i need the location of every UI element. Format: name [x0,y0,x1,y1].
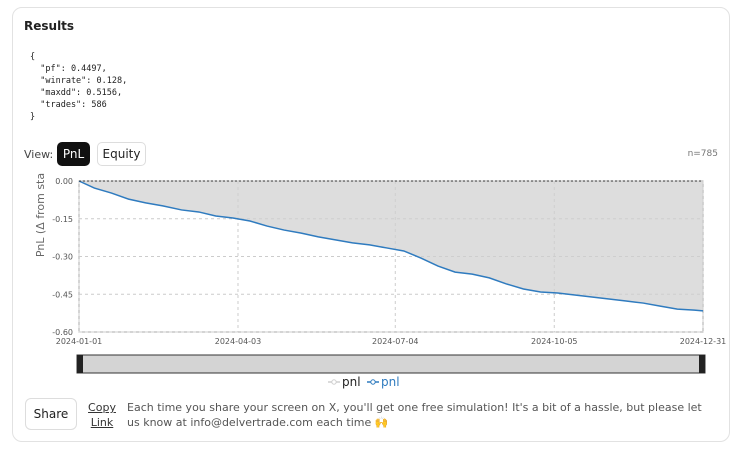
y-tick-label: -0.15 [52,215,73,224]
slider-handle[interactable] [699,355,705,373]
legend-icon [370,379,376,385]
result-json: { "pf": 0.4497, "winrate": 0.128, "maxdd… [30,51,127,123]
slider-handle[interactable] [77,355,83,373]
x-tick-label: 2024-07-04 [372,337,419,346]
results-title: Results [24,19,75,33]
y-tick-label: -0.45 [52,290,73,299]
legend-label: pnl [342,375,361,389]
copy-link[interactable]: Copy Link [88,401,116,429]
code-line: "maxdd": 0.5156, [30,88,123,98]
x-tick-label: 2024-01-01 [56,337,103,346]
view-label: View: [24,148,54,161]
code-line: "winrate": 0.128, [30,76,128,86]
y-tick-label: -0.30 [52,253,73,262]
line [78,180,704,312]
x-tick-label: 2024-10-05 [531,337,578,346]
y-axis-label: PnL (Δ from sta [34,173,47,257]
y-tick-label: 0.00 [55,177,73,186]
x-tick-label: 2024-04-03 [215,337,262,346]
y-tick-label: -0.60 [52,328,73,337]
view-button[interactable]: PnL [57,142,90,166]
chart: PnL (Δ from sta 0.00 -0.15 -0.30 -0.45 -0.60… [34,173,727,389]
view-button[interactable]: Equity [97,142,146,166]
area [79,181,703,311]
results-card [12,7,730,442]
share-message: Each time you share your screen on X, yo… [127,401,702,429]
share-button[interactable]: Share [25,398,77,430]
legend-icon [331,379,337,385]
code-line: "trades": 586 [30,100,107,110]
code-line: "pf": 0.4497, [30,64,107,74]
legend-label: pnl [381,375,400,389]
code-line: } [30,112,36,122]
x-tick-label: 2024-12-31 [680,337,727,346]
count-label: n=785 [687,149,718,159]
range-slider[interactable] [76,354,706,374]
code-line: { [30,52,36,62]
